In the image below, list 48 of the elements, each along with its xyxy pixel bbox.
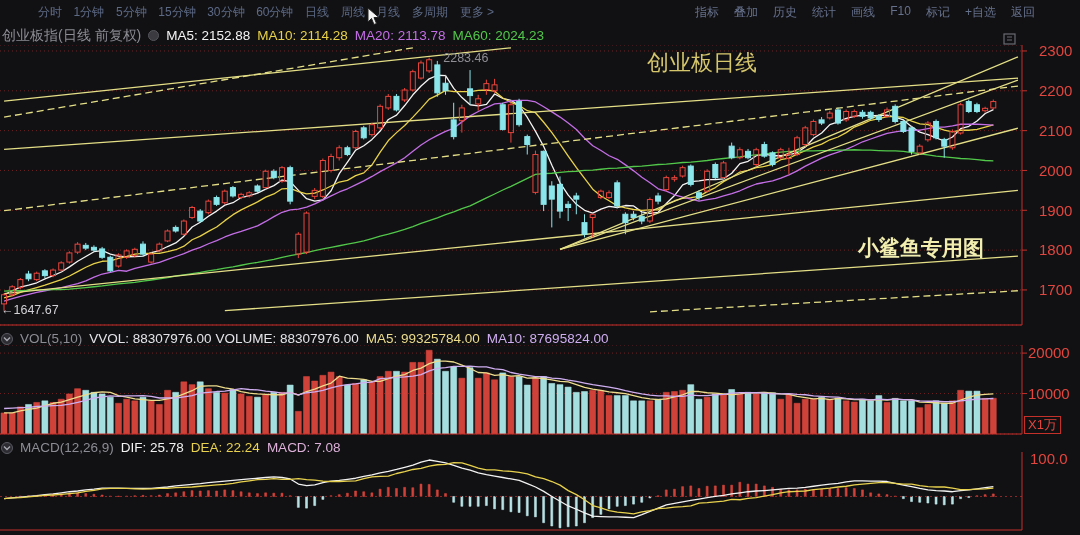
text: 15分钟: [158, 4, 196, 21]
text: 返回: [1010, 4, 1035, 21]
y-tick-label: 1900: [1039, 201, 1073, 219]
y-tick-label: 10000: [1028, 384, 1070, 402]
text: MA5: 2152.88: [166, 28, 251, 43]
text: 多周期: [411, 4, 448, 21]
annotation: 2283.46: [443, 49, 489, 66]
y-tick-label: 20000: [1028, 344, 1070, 362]
text: 画线: [851, 4, 876, 21]
text: 统计: [812, 4, 837, 21]
series-label: MA5: 99325784.00: [365, 331, 480, 346]
text: 指标: [695, 4, 719, 21]
y-tick-label: 2300: [1039, 42, 1073, 60]
text: 更多 >: [459, 4, 494, 21]
y-tick-label: 1800: [1039, 241, 1073, 259]
annotation: ←1647.67: [1, 303, 59, 318]
y-tick-label: 2000: [1039, 161, 1073, 179]
text: MA60: 2024.23: [452, 28, 545, 43]
y-tick-label: 1700: [1039, 281, 1073, 299]
text: 历史: [773, 4, 798, 21]
chart-title: 创业板指(日线 前复权): [2, 26, 142, 45]
y-tick-label: 2100: [1039, 121, 1073, 139]
text: 日线: [305, 4, 330, 21]
chart-subtitle: VVOL: 88307976.00 VOLUME: 88307976.00: [89, 331, 359, 346]
series-label: DEA: 22.24: [190, 440, 260, 455]
text: MACD: 7.08: [266, 440, 341, 455]
text: MA20: 2113.78: [354, 28, 446, 43]
text: 标记: [925, 4, 950, 21]
text: 周线: [340, 4, 365, 21]
text: 30分钟: [207, 4, 245, 21]
y-axis-title: X1万: [1024, 416, 1061, 434]
text: 60分钟: [256, 4, 294, 21]
text: 分时: [38, 4, 62, 21]
text: 5分钟: [115, 4, 147, 21]
text: F10: [890, 4, 911, 20]
text: 叠加: [734, 4, 759, 21]
text: DIF: 25.78: [120, 440, 184, 455]
text: 月线: [376, 4, 401, 21]
chart-title: MACD(12,26,9): [20, 440, 114, 455]
chart-title: VOL(5,10): [20, 331, 83, 346]
annotation: 创业板日线: [647, 50, 757, 76]
text: 100.0: [1030, 450, 1068, 468]
text: +自选: [964, 4, 996, 21]
text: MA10: 2114.28: [257, 28, 348, 43]
y-tick-label: 2200: [1039, 82, 1073, 100]
text: 1分钟: [73, 4, 105, 21]
annotation: 小鲨鱼专用图: [858, 236, 984, 261]
series-label: MA10: 87695824.00: [486, 331, 609, 346]
